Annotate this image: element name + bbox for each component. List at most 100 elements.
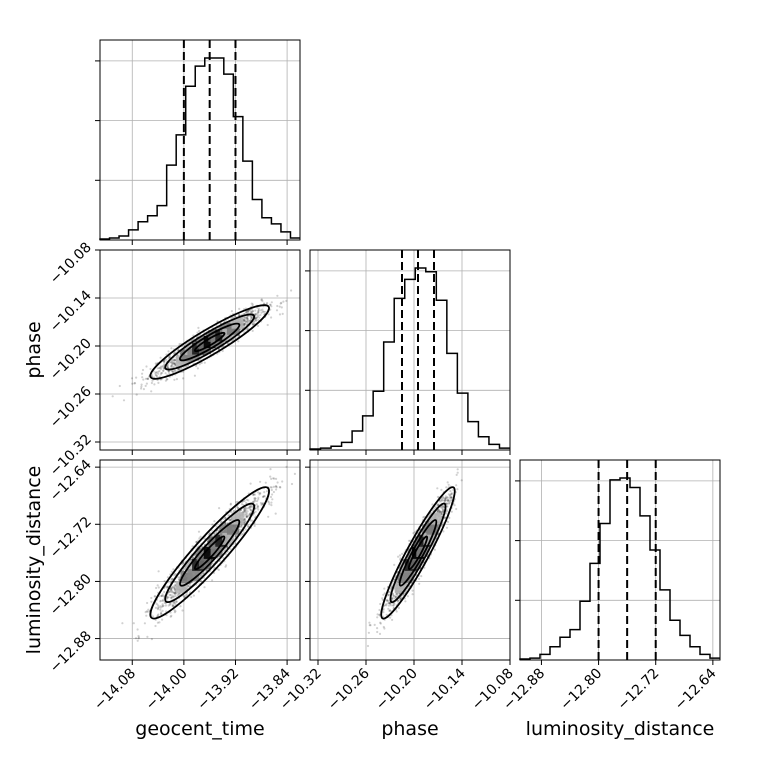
scatter-point [170,577,173,580]
scatter-point [174,362,177,365]
scatter-point [450,496,453,499]
scatter-point [252,493,255,496]
scatter-point [460,479,463,482]
scatter-point [180,563,184,566]
scatter-point [243,319,246,322]
scatter-point [256,505,259,508]
contour-line [193,535,226,571]
scatter-point [271,493,274,496]
scatter-point [161,609,164,613]
scatter-point [258,493,261,496]
scatter-point [438,509,441,513]
scatter-point [171,589,174,593]
scatter-point [255,316,259,319]
scatter-point [227,514,230,517]
scatter-point [249,482,252,485]
scatter-point [383,592,386,595]
scatter-point [173,369,176,373]
scatter-point [245,316,248,319]
scatter-point [275,309,279,312]
scatter-point [220,521,223,524]
scatter-point [242,510,245,513]
scatter-point [276,294,279,297]
scatter-point [174,358,177,361]
scatter-point [382,593,385,596]
scatter-point [441,508,444,511]
scatter-point [229,518,232,522]
scatter-point [249,505,253,508]
scatter-point [170,347,173,350]
scatter-point [160,611,163,614]
scatter-point [144,377,147,380]
scatter-point [133,382,137,385]
scatter-point [275,485,278,488]
scatter-point [407,539,411,542]
scatter-point [160,612,163,615]
scatter-point [257,498,260,501]
scatter-point [245,311,248,314]
scatter-point [211,523,214,526]
scatter-point [251,323,254,326]
scatter-point [245,507,248,510]
scatter-point [269,303,272,306]
scatter-point [256,505,260,508]
scatter-point [161,603,164,606]
scatter-point [253,319,256,322]
scatter-point [248,506,251,509]
scatter-point [449,494,452,497]
scatter-point [243,521,246,524]
scatter-point [174,610,177,613]
scatter-point [260,503,263,506]
scatter-point [171,364,174,367]
scatter-point [172,568,175,571]
scatter-point [193,554,196,557]
scatter-point [154,362,157,365]
scatter-point [446,502,449,505]
scatter-point [444,497,447,500]
scatter-point [450,496,453,499]
scatter-point [404,600,407,603]
contour-line [179,322,241,362]
scatter-point [196,367,199,370]
scatter-point [243,509,246,512]
scatter-point [213,520,216,523]
scatter-point [156,375,159,378]
scatter-point [270,488,273,492]
scatter-point [236,506,239,509]
scatter-point [158,621,161,624]
scatter-point [448,516,451,520]
scatter-point [244,513,247,516]
scatter-point [441,496,444,499]
scatter-point [176,593,179,596]
scatter-point [272,490,275,494]
scatter-point [160,594,164,598]
scatter-point [440,498,443,502]
scatter-point [285,465,288,468]
scatter-point [246,510,249,513]
scatter-point [160,599,163,602]
scatter-point [442,506,445,509]
scatter-point [169,615,172,618]
scatter-point [184,594,188,597]
scatter-point [168,603,171,606]
scatter-point [446,496,449,499]
scatter-point [276,304,279,308]
scatter-point [437,508,441,511]
scatter-point [387,601,390,605]
scatter-point [412,532,415,535]
scatter-point [259,313,262,317]
scatter-point [172,585,175,588]
scatter-point [228,519,231,522]
scatter-point [224,516,227,519]
scatter-point [243,324,246,327]
scatter-point [167,370,170,373]
scatter-point [161,605,164,608]
scatter-point [170,588,173,591]
scatter-point [267,515,270,518]
scatter-point [387,602,391,605]
scatter-point [254,309,257,312]
scatter-point [145,365,148,368]
scatter-point [254,510,257,513]
scatter-point [144,384,147,387]
scatter-point [197,326,200,329]
